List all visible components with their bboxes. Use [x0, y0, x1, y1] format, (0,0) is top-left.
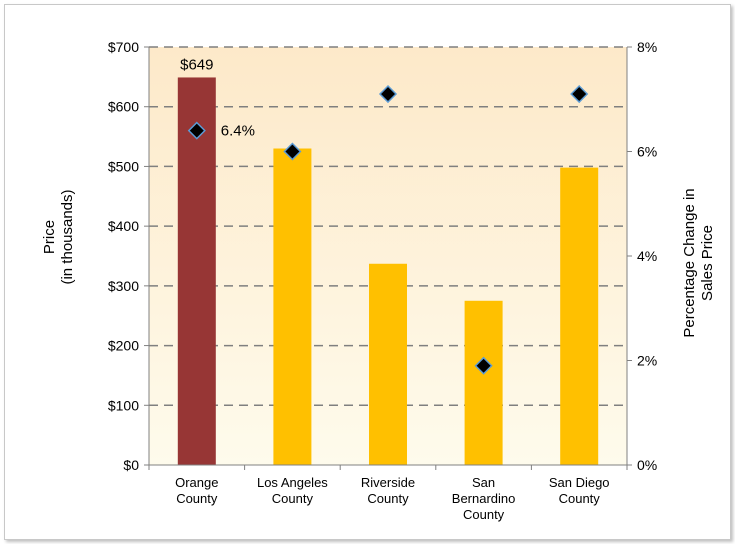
marker — [378, 84, 398, 104]
marker — [187, 121, 206, 140]
bar — [369, 263, 407, 465]
bar — [177, 77, 216, 465]
marker — [570, 84, 589, 104]
y-tick-label: $600 — [108, 99, 139, 115]
y-tick-label: $700 — [108, 39, 139, 55]
y2-tick-label: 4% — [637, 248, 657, 264]
y2-tick-label: 0% — [637, 457, 657, 473]
data-label: 6.4% — [221, 123, 255, 140]
x-tick-label: Los Angeles County — [257, 475, 328, 506]
bar — [273, 148, 312, 465]
y-tick-label: $200 — [108, 338, 139, 354]
x-tick-label: San Diego County — [549, 475, 610, 506]
bar — [560, 167, 599, 465]
x-tick-label: San Bernardino County — [452, 475, 516, 522]
y2-tick-label: 8% — [637, 39, 657, 55]
data-label: $649 — [180, 56, 213, 73]
marker — [283, 142, 302, 161]
chart: $0 $100 $200 $300 $400 $500 $600 $700 0% 2% 4% 6% 8%… — [41, 39, 716, 522]
chart-frame: $0 $100 $200 $300 $400 $500 $600 $700 0% 2% 4% 6% 8%… — [4, 4, 731, 540]
y-tick-label: $100 — [108, 397, 139, 413]
x-tick-label: Riverside County — [361, 475, 415, 506]
y-tick-label: $500 — [108, 158, 139, 174]
y-axis-title: Price(in thousands) — [41, 189, 76, 284]
y-tick-label: $0 — [123, 457, 139, 473]
y-tick-label: $400 — [108, 218, 139, 234]
y2-tick-label: 2% — [637, 353, 657, 369]
y2-axis-title: Percentage Change inSales Price — [681, 188, 716, 337]
y-tick-label: $300 — [108, 278, 139, 294]
y2-tick-label: 6% — [637, 144, 657, 160]
x-tick-label: Orange County — [175, 475, 218, 506]
marker — [474, 356, 493, 375]
bar — [464, 300, 503, 465]
